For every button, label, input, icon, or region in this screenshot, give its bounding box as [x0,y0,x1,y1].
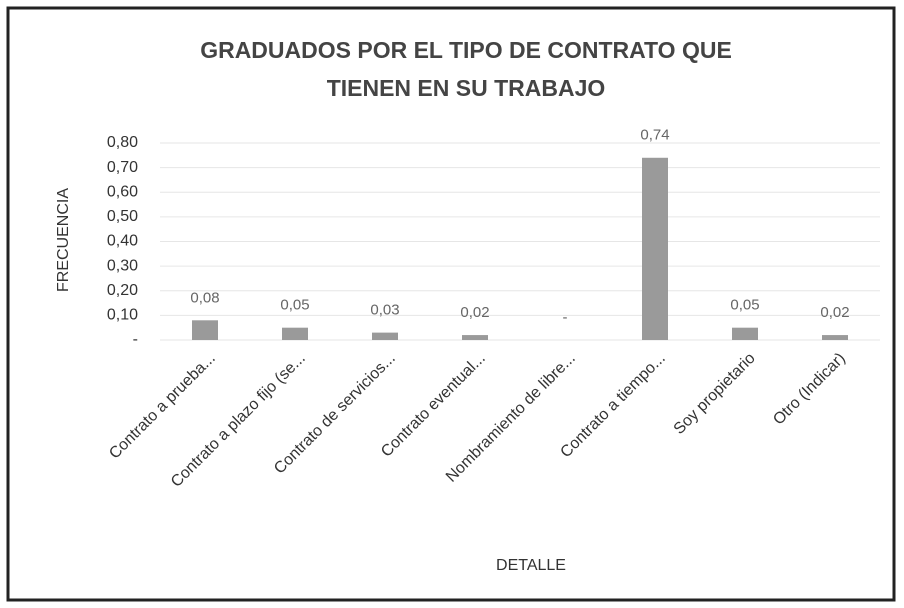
value-label: 0,74 [640,127,669,144]
bar [732,327,758,340]
bar [822,335,848,340]
bar [462,335,488,340]
value-label: - [563,309,568,326]
chart-title: GRADUADOS POR EL TIPO DE CONTRATO QUE [200,37,732,63]
value-label: 0,05 [730,297,759,314]
y-tick-label: 0,20 [107,282,138,299]
y-tick-label: 0,10 [107,307,138,324]
value-label: 0,02 [460,304,489,321]
y-tick-label: 0,50 [107,208,138,225]
y-tick-label: 0,30 [107,257,138,274]
value-label: 0,02 [820,304,849,321]
value-label: 0,08 [190,289,219,306]
y-tick-label: 0,70 [107,159,138,176]
y-tick-label: - [133,331,138,348]
y-axis-label: FRECUENCIA [55,188,72,292]
value-label: 0,05 [280,297,309,314]
x-axis-label: DETALLE [496,557,566,574]
value-label: 0,03 [370,302,399,319]
bar [192,320,218,340]
bar [282,327,308,340]
y-tick-label: 0,60 [107,183,138,200]
chart-border [6,6,896,602]
bar [372,332,398,340]
bar [642,157,668,340]
y-tick-label: 0,40 [107,233,138,250]
chart-title: TIENEN EN SU TRABAJO [327,75,606,101]
y-tick-label: 0,80 [107,134,138,151]
